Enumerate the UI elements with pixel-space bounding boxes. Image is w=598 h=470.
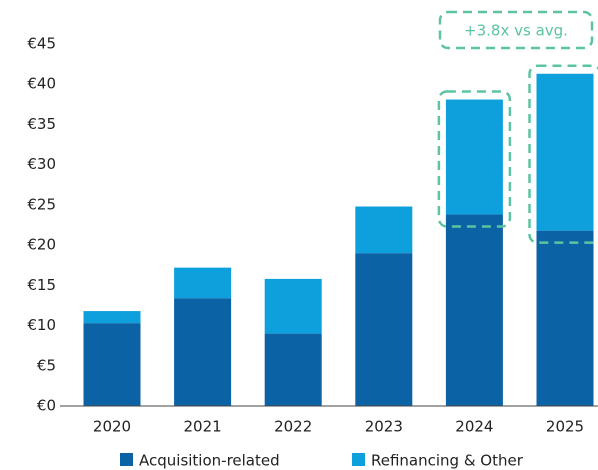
bar-segment xyxy=(536,73,594,231)
x-tick-label: 2022 xyxy=(274,418,312,436)
legend-swatch xyxy=(120,453,133,466)
highlight-box xyxy=(437,90,512,228)
bar-segment xyxy=(83,323,141,406)
y-tick-label: €45 xyxy=(27,35,56,53)
annotation-box xyxy=(438,10,594,50)
legend-swatch xyxy=(352,453,365,466)
y-tick-label: €10 xyxy=(27,316,56,334)
bar-segment xyxy=(264,333,322,406)
y-tick-label: €5 xyxy=(37,356,56,374)
bar-segment xyxy=(264,278,322,334)
bar-segment xyxy=(355,206,413,254)
bar-segment xyxy=(355,253,413,406)
bar-segment xyxy=(174,298,232,406)
bar-segment xyxy=(174,267,232,299)
y-tick-label: €0 xyxy=(37,397,56,415)
annotation: +3.8x vs avg. xyxy=(464,22,568,40)
y-tick-label: €30 xyxy=(27,155,56,173)
legend-label: Refinancing & Other xyxy=(371,452,524,470)
y-tick-label: €35 xyxy=(27,115,56,133)
x-tick-label: 2025 xyxy=(546,418,584,436)
x-tick-label: 2023 xyxy=(365,418,403,436)
bar-segment xyxy=(536,230,594,406)
x-tick-label: 2020 xyxy=(93,418,131,436)
y-tick-label: €25 xyxy=(27,195,56,213)
bar-segment xyxy=(445,99,503,215)
bar-segment xyxy=(83,311,141,324)
bar-segment xyxy=(445,214,503,406)
y-tick-label: €20 xyxy=(27,236,56,254)
legend-label: Acquisition-related xyxy=(139,452,280,470)
y-tick-label: €15 xyxy=(27,276,56,294)
y-tick-label: €40 xyxy=(27,75,56,93)
x-tick-label: 2021 xyxy=(184,418,222,436)
x-tick-label: 2024 xyxy=(455,418,493,436)
